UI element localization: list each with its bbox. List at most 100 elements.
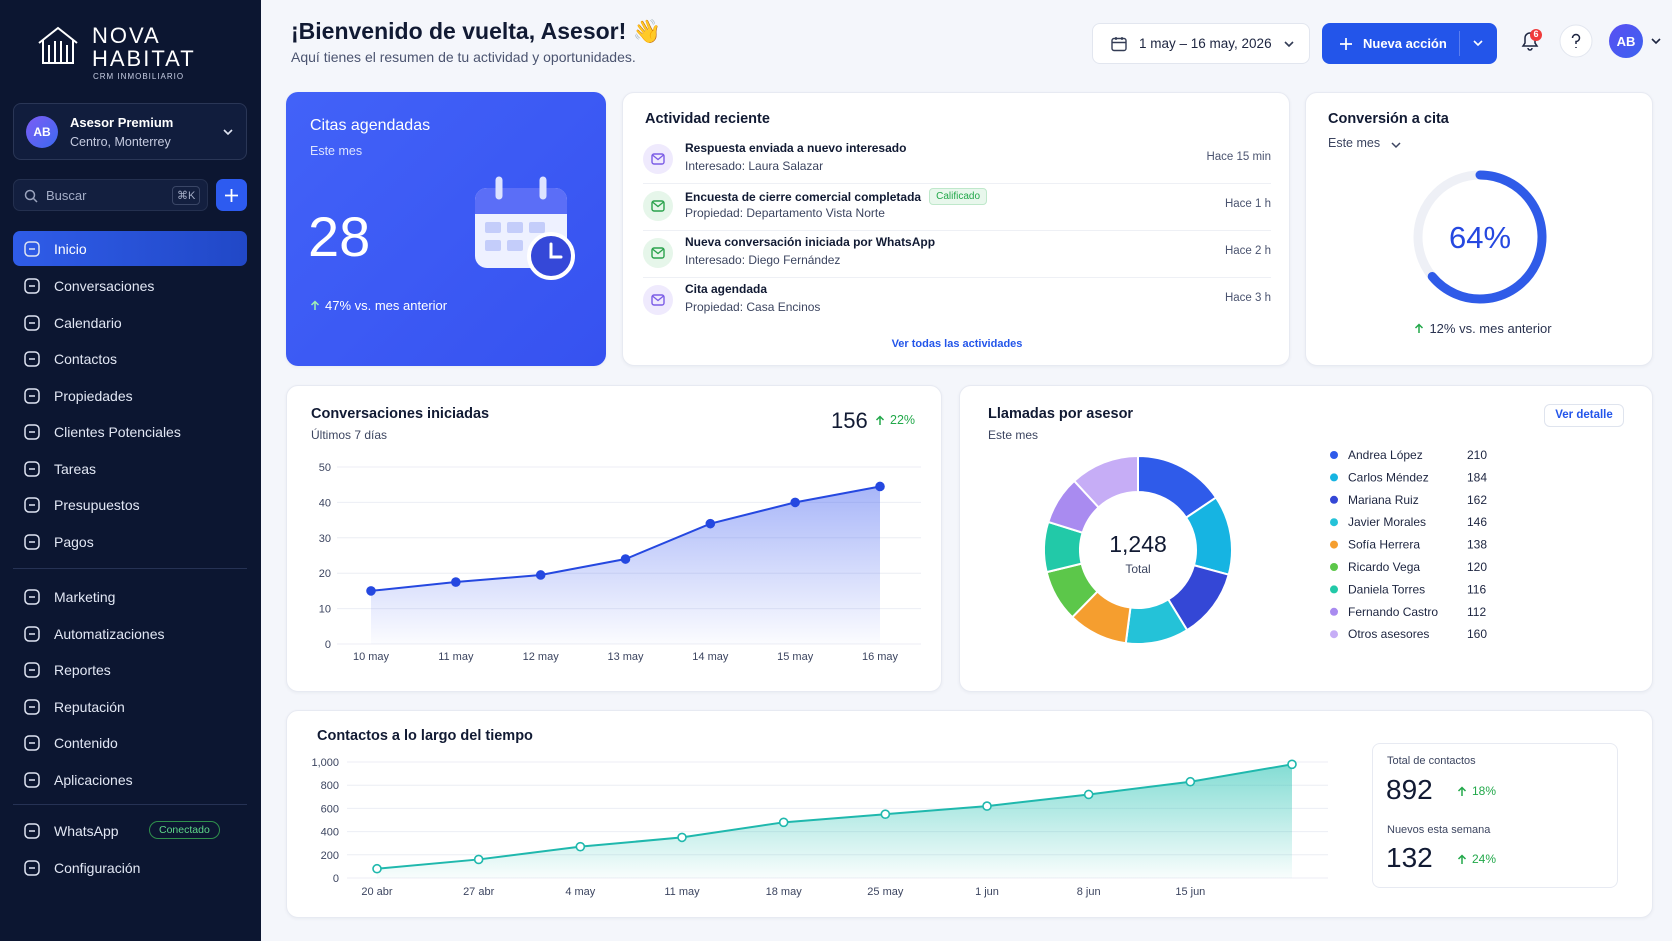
activity-icon <box>643 238 673 268</box>
logo-icon <box>38 26 78 64</box>
nav-item[interactable]: Reportes <box>13 652 247 687</box>
legend-label: Sofía Herrera <box>1348 538 1420 552</box>
search[interactable]: Buscar ⌘K <box>13 179 208 211</box>
activity-time: Hace 1 h <box>1224 198 1271 210</box>
activity-row: Cita agendada Propiedad: Casa Encinos Hace… <box>643 279 1271 325</box>
donut-chart: 1,248 Total Andrea López 210 Carlos Méndez 18… <box>1043 448 1487 645</box>
legend-dot <box>1330 585 1338 594</box>
nav-item[interactable]: Contactos <box>13 341 247 376</box>
donut-segment <box>1072 454 1139 509</box>
nav-item[interactable]: WhatsApp Conectado <box>13 813 247 848</box>
add-button[interactable] <box>216 179 247 211</box>
nav-item[interactable]: Tareas <box>13 451 247 486</box>
nav-item[interactable]: Pagos <box>13 524 247 559</box>
icon-shape <box>24 460 40 477</box>
nav-label: Clientes Potenciales <box>54 423 181 440</box>
card-period[interactable]: Este mes <box>1328 136 1381 150</box>
nav-icon <box>24 277 40 294</box>
icon-shape <box>24 859 40 876</box>
chevron <box>1391 142 1401 149</box>
legend-dot <box>1330 451 1338 459</box>
icon-shape <box>652 248 664 255</box>
nav-icon <box>24 460 40 477</box>
legend-label: Carlos Méndez <box>1348 470 1429 484</box>
brand-tagline: CRM INMOBILIARIO <box>93 72 185 81</box>
nav-item[interactable]: Contenido <box>13 725 247 760</box>
y-tick-label: 1,000 <box>311 757 339 769</box>
x-tick-label: 1 jun <box>975 886 999 898</box>
y-tick-label: 10 <box>319 604 331 616</box>
nav-icon <box>24 588 40 605</box>
nav-item[interactable]: Reputación <box>13 689 247 724</box>
header-avatar[interactable]: AB <box>1609 24 1643 58</box>
stat-change: 18% <box>1457 784 1496 798</box>
divider <box>1459 31 1460 56</box>
nav-label: Conversaciones <box>54 277 155 294</box>
area <box>371 486 880 644</box>
stats-box: Total de contactos 892 18% Nuevos esta s… <box>1372 743 1618 888</box>
nav-icon <box>24 314 40 331</box>
nav-icon <box>24 240 40 257</box>
nav-icon <box>24 859 40 876</box>
user-card[interactable]: AB Asesor Premium Centro, Monterrey <box>13 103 247 160</box>
card-title: Citas agendadas <box>310 117 431 134</box>
contacts-card: Contactos a lo largo del tiempo 0 200 400 6… <box>286 710 1653 918</box>
new-action-button[interactable]: Nueva acción <box>1322 23 1497 64</box>
nav-item[interactable]: Aplicaciones <box>13 762 247 797</box>
nav-item[interactable]: Clientes Potenciales <box>13 414 247 449</box>
activity-detail: Propiedad: Casa Encinos <box>685 300 821 314</box>
legend-dot <box>1330 473 1338 482</box>
detail-button[interactable]: Ver detalle <box>1544 404 1624 427</box>
date-picker[interactable]: 1 may – 16 may, 2026 <box>1092 23 1310 64</box>
nav-icon <box>24 734 40 751</box>
chart-title: Llamadas por asesor <box>988 406 1134 422</box>
user-location: Centro, Monterrey <box>70 135 171 149</box>
change-label: 18% <box>1472 784 1497 798</box>
chevron <box>223 129 233 136</box>
nav-item[interactable]: Calendario <box>13 305 247 340</box>
point <box>1287 759 1297 770</box>
icon-shape <box>24 822 40 839</box>
legend-value: 160 <box>1467 627 1487 641</box>
chevron <box>1473 40 1483 47</box>
help-button[interactable] <box>1559 24 1593 58</box>
nav-label: Automatizaciones <box>54 625 165 642</box>
activity-link[interactable]: Ver todas las actividades <box>891 338 1023 350</box>
point <box>705 518 716 529</box>
y-tick-label: 20 <box>319 568 331 580</box>
nav-item[interactable]: Conversaciones <box>13 268 247 303</box>
brand-name: NOVA <box>92 23 161 48</box>
activity-detail: Interesado: Diego Fernández <box>685 253 841 267</box>
nav-item[interactable]: Inicio <box>13 231 247 266</box>
chart-subtitle: Últimos 7 días <box>311 428 388 442</box>
icon-shape <box>24 771 40 788</box>
point <box>880 809 891 819</box>
legend-value: 120 <box>1467 560 1487 574</box>
notifications[interactable] <box>1518 28 1544 54</box>
icon <box>651 294 665 306</box>
nav-label: Contactos <box>54 350 118 367</box>
icon-shape <box>24 533 40 550</box>
nav-item[interactable]: Configuración <box>13 850 247 885</box>
legend-dot <box>1330 540 1338 549</box>
nav-label: WhatsApp <box>54 822 119 839</box>
nav-item[interactable]: Automatizaciones <box>13 616 247 651</box>
y-tick-label: 800 <box>321 780 339 792</box>
nav-item[interactable]: Marketing <box>13 579 247 614</box>
legend-value: 116 <box>1467 582 1486 596</box>
nav-item[interactable]: Presupuestos <box>13 487 247 522</box>
stat-value: 132 <box>1386 842 1433 873</box>
up-arrow <box>1457 853 1467 864</box>
nav-item[interactable]: Propiedades <box>13 378 247 413</box>
icon-shape <box>24 350 40 367</box>
gauge-label: 64% <box>1449 220 1511 255</box>
legend-dot <box>1330 607 1338 616</box>
activity-title-row: Nueva conversación iniciada por WhatsApp <box>685 235 935 249</box>
point <box>575 841 586 852</box>
card-title: Actividad reciente <box>645 111 770 127</box>
brand-name: HABITAT <box>92 46 196 71</box>
point <box>473 854 484 865</box>
nav-label: Aplicaciones <box>54 771 133 788</box>
up-arrow <box>1457 785 1467 796</box>
